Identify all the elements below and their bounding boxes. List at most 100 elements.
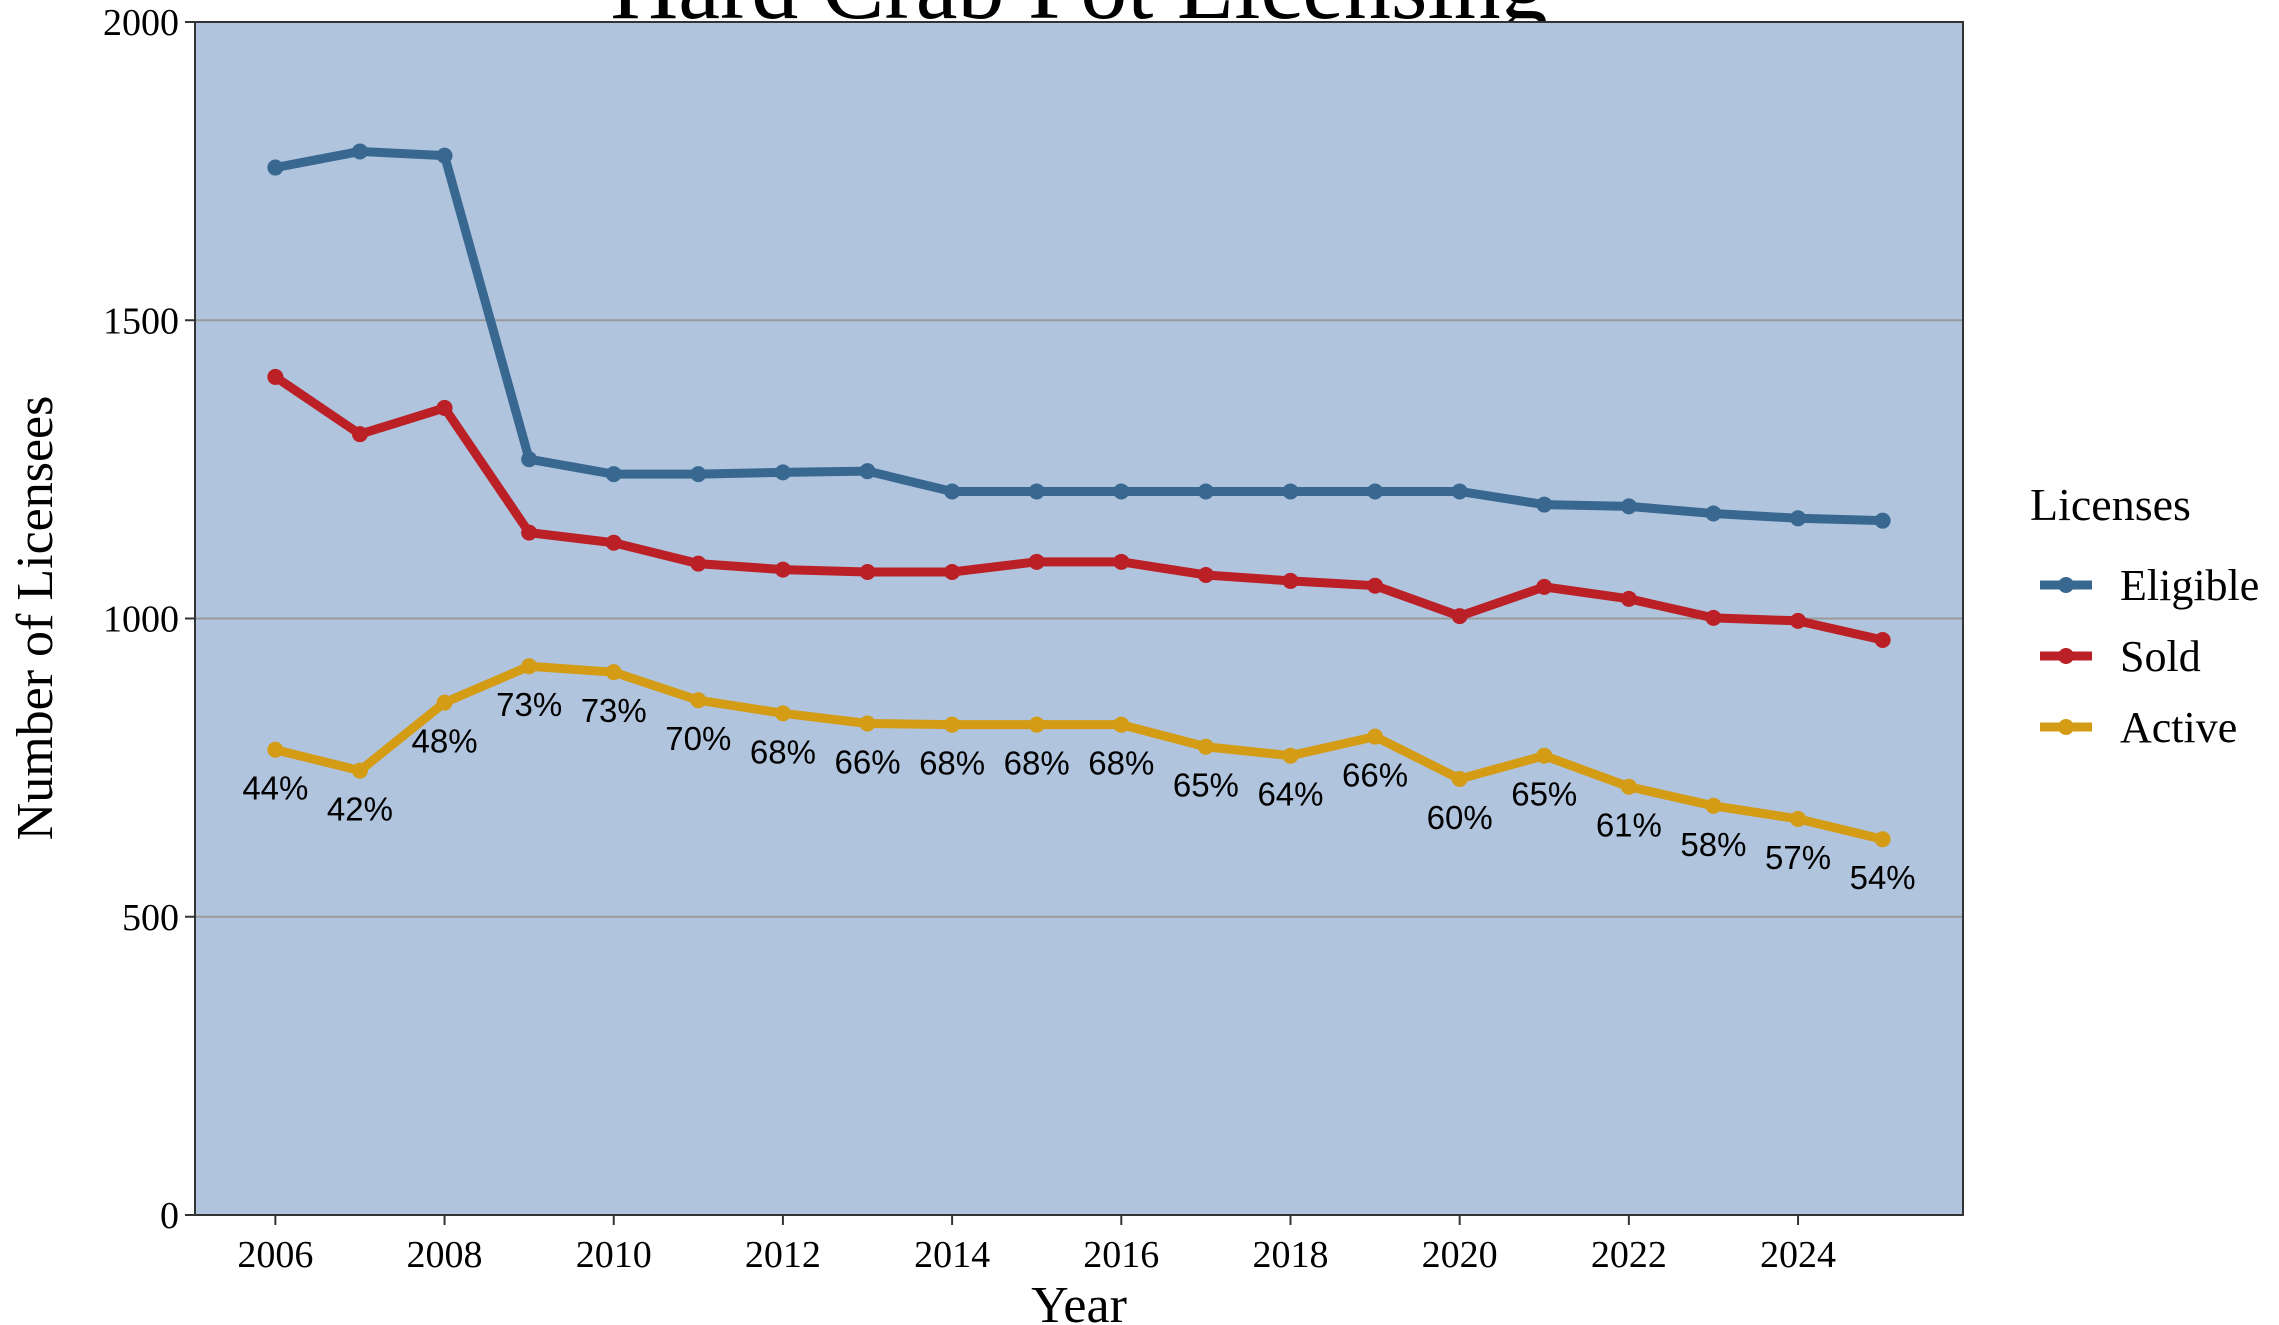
data-point bbox=[521, 524, 538, 541]
x-tick-label: 2014 bbox=[914, 1234, 990, 1276]
data-point bbox=[1113, 716, 1130, 733]
data-point bbox=[859, 563, 876, 580]
data-point bbox=[1790, 810, 1807, 827]
data-point bbox=[1536, 578, 1553, 595]
data-point bbox=[859, 463, 876, 480]
legend-swatch-point bbox=[2058, 577, 2074, 593]
data-point bbox=[1197, 566, 1214, 583]
data-label: 44% bbox=[242, 770, 308, 807]
data-point bbox=[944, 483, 961, 500]
data-point bbox=[690, 692, 707, 709]
data-point bbox=[521, 451, 538, 468]
data-point bbox=[859, 715, 876, 732]
x-tick-label: 2016 bbox=[1083, 1234, 1159, 1276]
data-point bbox=[1367, 483, 1384, 500]
data-label: 42% bbox=[327, 791, 393, 828]
data-point bbox=[351, 143, 368, 160]
data-point bbox=[1113, 553, 1130, 570]
plot-border bbox=[194, 21, 1964, 1216]
data-point bbox=[1874, 512, 1891, 529]
data-point bbox=[1282, 483, 1299, 500]
legend-title: Licenses bbox=[2030, 479, 2191, 530]
y-tick-label: 0 bbox=[160, 1195, 179, 1237]
legend-label: Eligible bbox=[2120, 561, 2259, 610]
data-point bbox=[1620, 778, 1637, 795]
data-point bbox=[1113, 483, 1130, 500]
data-point bbox=[1028, 716, 1045, 733]
data-label: 65% bbox=[1511, 776, 1577, 813]
x-tick-label: 2020 bbox=[1422, 1234, 1498, 1276]
data-point bbox=[267, 741, 284, 758]
data-point bbox=[690, 466, 707, 483]
data-label: 68% bbox=[919, 745, 985, 782]
data-label: 68% bbox=[1004, 745, 1070, 782]
legend-label: Sold bbox=[2120, 632, 2201, 681]
data-point bbox=[1874, 831, 1891, 848]
x-tick-label: 2010 bbox=[576, 1234, 652, 1276]
y-tick-label: 500 bbox=[122, 897, 179, 939]
data-point bbox=[436, 147, 453, 164]
data-point bbox=[351, 762, 368, 779]
data-point bbox=[267, 368, 284, 385]
data-label: 61% bbox=[1596, 807, 1662, 844]
data-point bbox=[1620, 590, 1637, 607]
data-label: 65% bbox=[1173, 767, 1239, 804]
data-point bbox=[944, 563, 961, 580]
x-tick-label: 2012 bbox=[745, 1234, 821, 1276]
data-label: 73% bbox=[496, 686, 562, 723]
data-point bbox=[1197, 738, 1214, 755]
data-point bbox=[774, 561, 791, 578]
y-tick-label: 1000 bbox=[103, 599, 179, 641]
legend-swatch-point bbox=[2058, 719, 2074, 735]
series-line bbox=[274, 146, 1883, 526]
data-label: 57% bbox=[1765, 839, 1831, 876]
data-point bbox=[1197, 483, 1214, 500]
data-point bbox=[605, 664, 622, 681]
data-point bbox=[690, 555, 707, 572]
data-label: 64% bbox=[1257, 776, 1323, 813]
data-point bbox=[1028, 553, 1045, 570]
data-point bbox=[1028, 483, 1045, 500]
data-label: 48% bbox=[412, 723, 478, 760]
data-point bbox=[1790, 612, 1807, 629]
x-tick-label: 2006 bbox=[237, 1234, 313, 1276]
data-label: 58% bbox=[1680, 826, 1746, 863]
data-point bbox=[605, 534, 622, 551]
x-tick-label: 2018 bbox=[1252, 1234, 1328, 1276]
data-point bbox=[1282, 572, 1299, 589]
data-point bbox=[605, 466, 622, 483]
data-point bbox=[351, 426, 368, 443]
y-axis-label: Number of Licensees bbox=[7, 396, 64, 841]
data-point bbox=[1790, 510, 1807, 527]
data-point bbox=[774, 705, 791, 722]
data-label: 68% bbox=[1088, 745, 1154, 782]
y-tick-label: 2000 bbox=[103, 2, 179, 44]
data-point bbox=[1282, 747, 1299, 764]
data-point bbox=[1536, 496, 1553, 513]
data-point bbox=[1874, 631, 1891, 648]
data-point bbox=[1536, 747, 1553, 764]
data-point bbox=[1705, 505, 1722, 522]
data-point bbox=[1367, 728, 1384, 745]
legend-label: Active bbox=[2120, 703, 2237, 752]
x-tick-label: 2022 bbox=[1591, 1234, 1667, 1276]
data-point bbox=[1451, 608, 1468, 625]
data-point bbox=[436, 694, 453, 711]
y-tick-label: 1500 bbox=[103, 300, 179, 342]
data-label: 66% bbox=[1342, 757, 1408, 794]
series-line bbox=[274, 661, 1884, 844]
x-axis-label: Year bbox=[1031, 1277, 1127, 1325]
data-label: 60% bbox=[1427, 799, 1493, 836]
series-line bbox=[272, 373, 1884, 645]
data-point bbox=[1705, 609, 1722, 626]
data-point bbox=[521, 658, 538, 675]
data-point bbox=[944, 716, 961, 733]
data-label: 54% bbox=[1850, 859, 1916, 896]
data-point bbox=[267, 159, 284, 176]
data-label: 68% bbox=[750, 733, 816, 770]
x-tick-label: 2024 bbox=[1760, 1234, 1836, 1276]
data-point bbox=[1451, 770, 1468, 787]
data-point bbox=[1705, 797, 1722, 814]
data-point bbox=[1367, 577, 1384, 594]
